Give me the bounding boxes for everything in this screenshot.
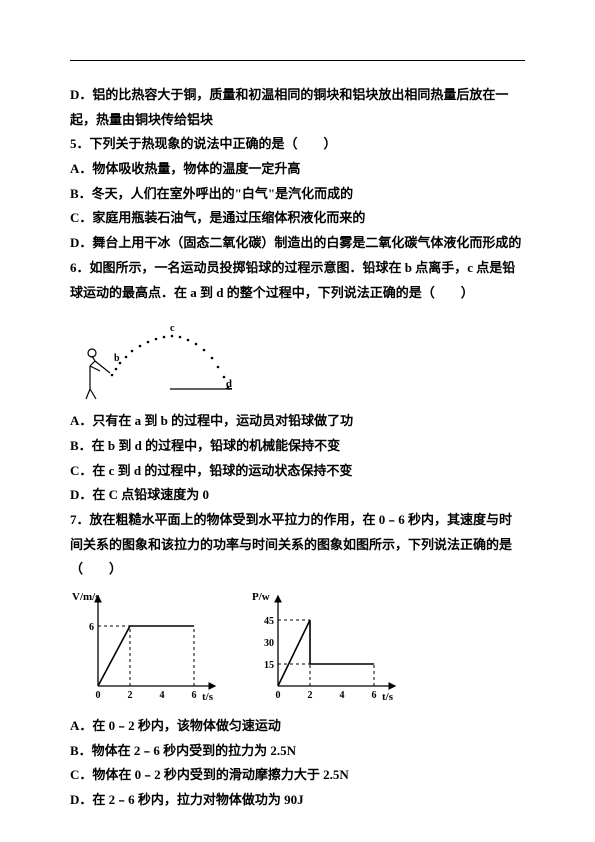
q4-opt-d-l2: 起，热量由铜块传给铝块 xyxy=(70,108,525,133)
svg-text:t/s: t/s xyxy=(382,691,394,703)
svg-text:2: 2 xyxy=(308,690,313,701)
q5-opt-b: B．冬天，人们在室外呼出的"白气"是汽化而成的 xyxy=(70,182,525,207)
q5-opt-d: D．舞台上用干冰（固态二氧化碳）制造出的白雾是二氧化碳气体液化而形成的 xyxy=(70,231,525,256)
svg-text:0: 0 xyxy=(96,690,101,701)
q7-opt-c: C．物体在 0﹣2 秒内受到的滑动摩擦力大于 2.5N xyxy=(70,763,525,788)
svg-text:b: b xyxy=(114,353,120,364)
svg-text:t/s: t/s xyxy=(202,691,214,703)
svg-text:45: 45 xyxy=(264,616,274,627)
svg-text:6: 6 xyxy=(372,690,377,701)
svg-text:6: 6 xyxy=(192,690,197,701)
q6-stem-l1: 6．如图所示，一名运动员投掷铅球的过程示意图．铅球在 b 点离手，c 点是铅 xyxy=(70,256,525,281)
svg-text:P/w: P/w xyxy=(252,591,270,603)
svg-text:c: c xyxy=(170,323,175,334)
q7-stem-l3: （ ） xyxy=(70,557,525,582)
q6-opt-a: A．只有在 a 到 b 的过程中，运动员对铅球做了功 xyxy=(70,409,525,434)
q7-vt-chart: V/m/s t/s 6 0 2 4 6 xyxy=(70,586,220,706)
q6-opt-c: C．在 c 到 d 的过程中，铅球的运动状态保持不变 xyxy=(70,459,525,484)
svg-text:6: 6 xyxy=(89,622,94,633)
svg-text:4: 4 xyxy=(340,690,345,701)
top-rule xyxy=(70,60,525,61)
q6-opt-b: B．在 b 到 d 的过程中，铅球的机械能保持不变 xyxy=(70,434,525,459)
q7-opt-b: B．物体在 2﹣6 秒内受到的拉力为 2.5N xyxy=(70,739,525,764)
q6-trajectory-diagram: d b c xyxy=(70,311,525,401)
q7-stem-l1: 7．放在粗糙水平面上的物体受到水平拉力的作用，在 0﹣6 秒内，其速度与时 xyxy=(70,508,525,533)
svg-text:15: 15 xyxy=(264,660,274,671)
q7-opt-a: A．在 0﹣2 秒内，该物体做匀速运动 xyxy=(70,714,525,739)
q7-pt-chart: P/w t/s 45 30 15 0 2 4 6 xyxy=(250,586,400,706)
q6-stem-l2: 球运动的最高点．在 a 到 d 的整个过程中，下列说法正确的是（ ） xyxy=(70,281,525,306)
svg-text:30: 30 xyxy=(264,638,274,649)
q5-opt-a: A．物体吸收热量，物体的温度一定升高 xyxy=(70,157,525,182)
q5-stem: 5．下列关于热现象的说法中正确的是（ ） xyxy=(70,132,525,157)
svg-text:2: 2 xyxy=(128,690,133,701)
svg-text:V/m/s: V/m/s xyxy=(72,591,100,603)
q7-opt-d: D．在 2﹣6 秒内，拉力对物体做功为 90J xyxy=(70,788,525,813)
exam-page: D．铝的比热容大于铜，质量和初温相同的铜块和铝块放出相同热量后放在一 起，热量由… xyxy=(0,0,595,842)
svg-text:d: d xyxy=(226,378,232,390)
q6-opt-d: D．在 C 点铅球速度为 0 xyxy=(70,483,525,508)
svg-text:4: 4 xyxy=(160,690,165,701)
svg-text:0: 0 xyxy=(276,690,281,701)
q4-opt-d-l1: D．铝的比热容大于铜，质量和初温相同的铜块和铝块放出相同热量后放在一 xyxy=(70,83,525,108)
q7-stem-l2: 间关系的图象和该拉力的功率与时间关系的图象如图所示，下列说法正确的是 xyxy=(70,533,525,558)
q5-opt-c: C．家庭用瓶装石油气，是通过压缩体积液化而来的 xyxy=(70,206,525,231)
q7-charts: V/m/s t/s 6 0 2 4 6 P/w t/s 45 30 15 0 2 4 6 xyxy=(70,586,525,706)
